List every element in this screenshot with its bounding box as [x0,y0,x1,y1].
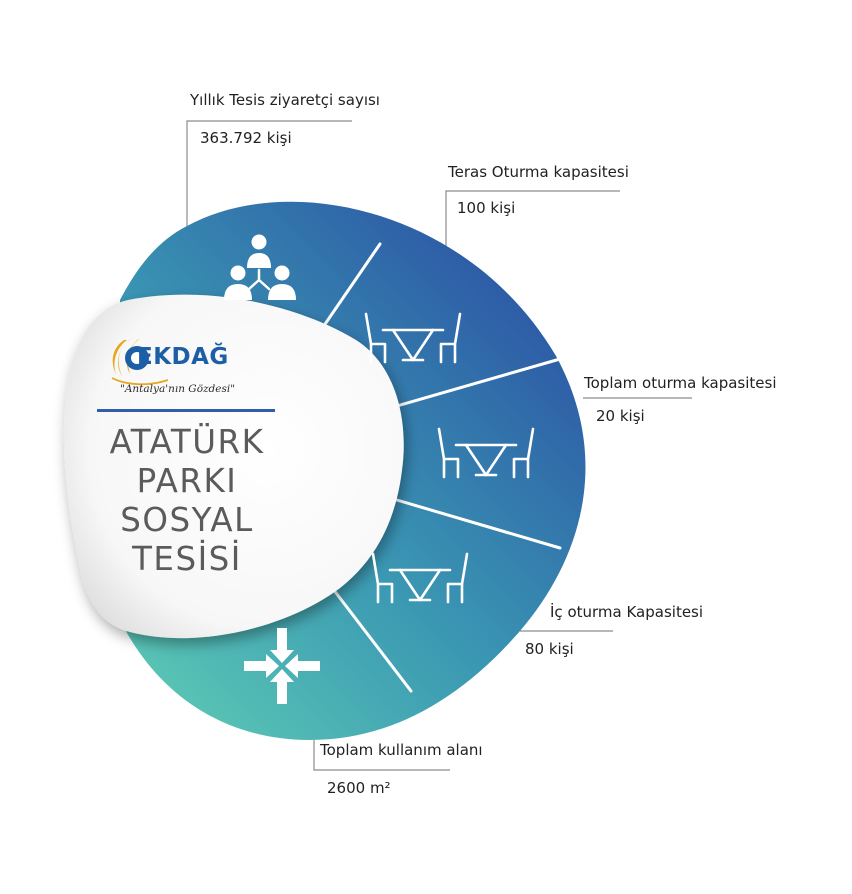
stat-label-terrace: Teras Oturma kapasitesi [448,163,629,181]
stat-value-indoor: 80 kişi [525,640,574,658]
divider-3 [371,491,562,550]
brand-name: EKDAĞ [137,344,229,370]
divider-4 [318,570,413,693]
brand-logo-mark [111,338,169,386]
segment-dividers [308,242,562,693]
stat-label-area: Toplam kullanım alanı [320,741,483,759]
stat-label-indoor: İç oturma Kapasitesi [550,603,704,621]
logo-divider [97,409,275,412]
divider-2 [374,357,562,414]
title-line: SOSYAL [120,501,254,539]
table-chairs-icon [364,312,462,364]
title-line: ATATÜRK [109,423,265,461]
stat-label-total-seating: Toplam oturma kapasitesi [584,374,777,392]
stat-value-area: 2600 m² [327,779,391,797]
stat-value-terrace: 100 kişi [457,199,516,217]
table-chairs-icon [437,427,535,479]
title-line: PARKI [136,462,238,500]
leader-line-terrace [445,190,620,269]
facility-title: ATATÜRK PARKI SOSYAL TESİSİ [92,423,282,579]
stat-value-total-seating: 20 kişi [596,407,645,425]
title-line: TESİSİ [132,540,242,578]
leader-line-area [313,740,450,771]
table-chairs-icon [371,552,469,604]
stat-value-visitors: 363.792 kişi [200,129,292,147]
stat-label-visitors: Yıllık Tesis ziyaretçi sayısı [190,91,380,109]
title-shield [63,294,404,639]
brand-slogan: "Antalya'nın Gözdesi" [120,383,236,395]
compress-arrows-icon [244,628,320,704]
people-network-icon [224,234,296,300]
leader-line-visitors [186,120,352,226]
leader-lines [186,120,692,771]
